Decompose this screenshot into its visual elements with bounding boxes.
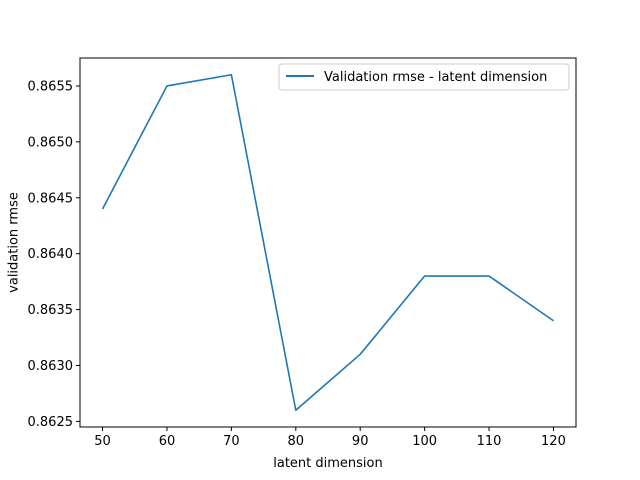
y-tick-label: 0.8630: [28, 359, 74, 374]
y-tick-label: 0.8650: [28, 135, 74, 150]
x-tick-label: 120: [541, 434, 566, 449]
y-axis: 0.8625 0.8630 0.8635 0.8640 0.8645 0.8650 0.86…: [28, 79, 80, 430]
series-line: [101, 73, 554, 412]
x-tick-label: 80: [288, 434, 305, 449]
y-axis-label: validation rmse: [7, 192, 22, 293]
y-tick-label: 0.8645: [28, 191, 74, 206]
legend-box: [278, 63, 570, 91]
legend-entry-label: Validation rmse - latent dimension: [324, 70, 547, 85]
x-tick-label: 70: [223, 434, 240, 449]
x-tick-label: 110: [477, 434, 502, 449]
x-tick-label: 100: [412, 434, 437, 449]
axes-frame: [79, 57, 577, 428]
x-tick-label: 90: [352, 434, 369, 449]
y-tick-label: 0.8635: [28, 303, 74, 318]
legend: Validation rmse - latent dimension: [278, 63, 570, 91]
x-tick-label: 60: [159, 434, 176, 449]
y-tick-label: 0.8625: [28, 415, 74, 430]
plot-area: [101, 73, 554, 412]
x-axis: 50 60 70 80 90 100 110 120: [94, 427, 566, 449]
x-tick-label: 50: [94, 434, 111, 449]
y-tick-label: 0.8655: [28, 79, 74, 94]
y-tick-label: 0.8640: [28, 247, 74, 262]
x-axis-label: latent dimension: [273, 456, 382, 471]
